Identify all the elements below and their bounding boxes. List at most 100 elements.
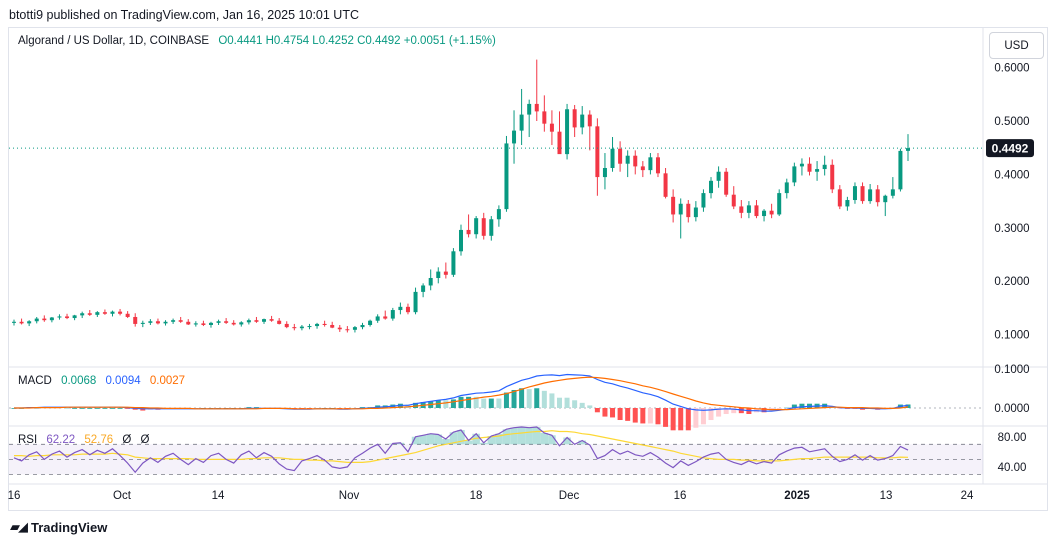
macd-histogram-bar [534,388,540,408]
candle-down [572,109,577,128]
candle-up [27,321,32,324]
macd-histogram-bar [87,408,93,409]
signal-line [14,376,909,411]
rsi-legend-value-3: Ø [122,434,132,446]
candle-up [246,320,251,323]
candle-down [125,313,130,317]
candle-up [678,203,683,215]
macd-histogram-bar [34,408,40,409]
macd-histogram-bar [693,408,699,428]
candle-up [239,322,244,325]
macd-histogram-bar [738,408,744,414]
candle-up [110,311,115,314]
macd-histogram-bar [776,408,782,410]
candle-up [496,209,501,220]
rsi-tick-label: 80.00 [998,432,1027,444]
macd-histogram-bar [632,408,638,423]
macd-histogram-bar [602,408,608,417]
candle-up [784,182,789,194]
x-tick-label: 13 [880,490,893,502]
macd-histogram-bar [117,408,123,409]
tradingview-brand: TradingView [31,519,108,535]
chart-frame [8,27,1048,511]
candle-up [489,219,494,236]
candle-up [610,148,615,168]
candle-down [807,163,812,172]
candle-up [148,321,153,323]
candle-down [587,114,592,127]
candle-up [49,317,54,321]
macd-histogram-bar [678,408,684,431]
symbol-title[interactable]: Algorand / US Dollar, 1D, COINBASE [18,35,210,47]
macd-histogram-bar [640,408,646,424]
macd-histogram-bar [526,389,532,408]
candle-down [87,313,92,315]
candle-down [231,322,236,325]
currency-button[interactable]: USD [989,32,1044,59]
macd-histogram-bar [466,396,472,408]
tradingview-logo-icon: ▰◢ [10,519,28,534]
candle-down [201,323,206,325]
candle-down [557,131,562,155]
candle-down [186,321,191,325]
macd-histogram-bar [511,389,517,408]
candle-up [193,323,198,325]
macd-histogram-bar [64,408,70,409]
candle-up [898,150,903,190]
x-tick-label: 16 [674,490,687,502]
candle-down [178,320,183,322]
candle-down [405,306,410,313]
candle-down [875,189,880,203]
macd-histogram-bar [519,388,525,408]
macd-histogram-bar [685,408,691,431]
macd-histogram-bar [503,392,509,408]
x-tick-label: Oct [113,490,132,502]
tradingview-logo[interactable]: ▰◢ TradingView [10,519,107,535]
macd-histogram-bar [549,393,555,408]
candle-up [95,312,100,315]
macd-histogram-bar [94,408,100,409]
macd-histogram-bar [670,408,676,431]
candle-down [769,210,774,215]
macd-histogram-bar [610,408,616,418]
candle-down [284,323,289,328]
candle-down [663,173,668,197]
rsi-legend-value-1: 62.22 [46,434,76,446]
macd-histogram-bar [72,408,78,409]
macd-histogram-bar [125,408,131,409]
macd-histogram-bar [109,408,115,409]
candle-down [277,320,282,324]
macd-histogram-bar [647,408,653,424]
candle-up [822,164,827,170]
price-tick-label: 0.3000 [994,223,1029,235]
macd-tick-label: 0.1000 [994,364,1029,376]
candle-up [34,318,39,322]
candle-down [19,321,24,324]
price-tick-label: 0.2000 [994,276,1029,288]
macd-legend-name[interactable]: MACD [18,375,52,387]
candle-up [163,321,168,324]
candle-down [155,321,160,324]
candle-down [655,157,660,174]
candle-up [648,157,653,171]
candle-down [724,171,729,195]
macd-legend-value-2: 0.0094 [105,375,141,387]
symbol-legend: Algorand / US Dollar, 1D, COINBASE O0.44… [18,35,496,47]
candle-down [481,218,486,236]
x-tick-label: 16 [8,490,21,502]
macd-histogram-bar [784,407,790,408]
macd-histogram-bar [837,408,843,409]
candle-down [383,316,388,319]
candle-up [504,143,509,210]
x-tick-label: 2025 [784,490,810,502]
candle-up [262,319,267,322]
publisher-line: btotti9 published on TradingView.com, Ja… [9,8,359,22]
last-price-label-bg [986,139,1034,158]
price-tick-label: 0.5000 [994,116,1029,128]
candle-up [527,103,532,115]
macd-histogram-bar [496,398,502,408]
candle-down [860,186,865,202]
rsi-legend-name[interactable]: RSI [18,434,38,446]
macd-histogram-bar [723,408,729,415]
